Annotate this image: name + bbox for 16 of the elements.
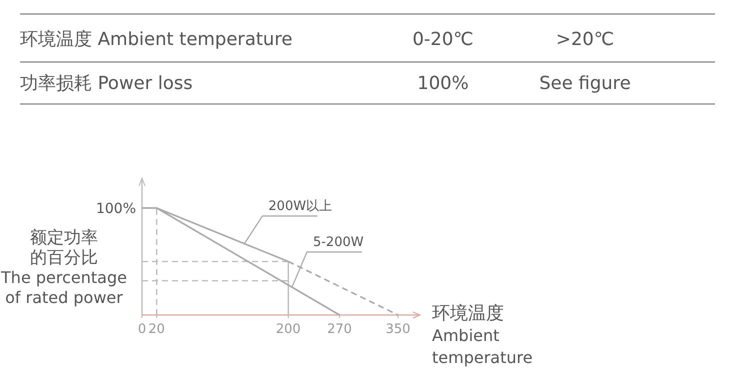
text: 0-20℃ (412, 29, 474, 50)
text: >20℃ (556, 29, 614, 50)
x-tick-label: 200 (276, 322, 301, 337)
x-tick-label: 350 (386, 322, 410, 337)
annotation: 100% (96, 201, 136, 217)
text: 200W以上 (268, 199, 332, 214)
x-tick-label: 270 (327, 322, 352, 337)
text: See figure (539, 73, 631, 94)
text: 功率损耗 Power loss (20, 73, 193, 94)
text: 5-200W (312, 235, 364, 250)
x-tick-label: 0 (138, 322, 146, 337)
y-axis-title: 额定功率的百分比 The percentage of rated power (0, 228, 127, 307)
x-axis-title: 环境温度 Ambient temperature (432, 303, 533, 367)
text: 环境温度 Ambient temperature (20, 29, 292, 50)
text: 100% (417, 73, 469, 94)
x-tick-label: 20 (148, 322, 165, 337)
